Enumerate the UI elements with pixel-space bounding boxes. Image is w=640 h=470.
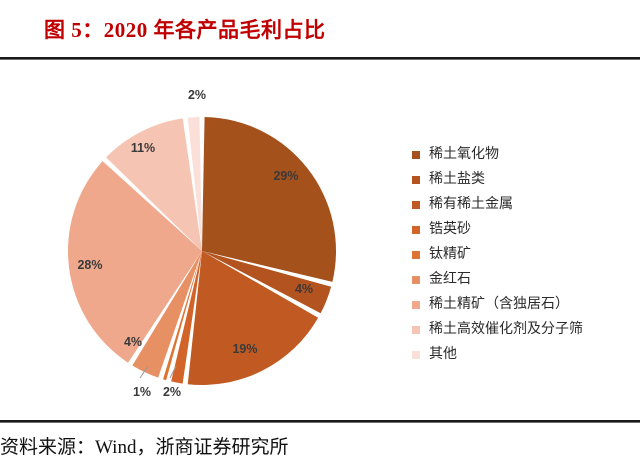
pie-slice[interactable] [68, 161, 202, 363]
pie-slice-label: 11% [131, 141, 155, 155]
pie-slice-label: 4% [124, 335, 142, 349]
legend-item[interactable]: 稀土氧化物 [412, 142, 636, 167]
legend-item-label: 钛精矿 [429, 246, 471, 262]
chart-plot-area: 29% 4% 19% 2% 1% 4% 28% 11% 2% [0, 62, 640, 418]
pie-slice[interactable] [106, 118, 202, 252]
pie-slice-label: 1% [133, 385, 151, 399]
legend-item-label: 金红石 [429, 271, 471, 287]
pie-slice-label: 28% [77, 258, 102, 272]
legend-swatch-icon [412, 225, 420, 234]
divider-top [0, 57, 640, 60]
leader-line-group [139, 365, 177, 379]
pie-label-group: 29% 4% 19% 2% 1% 4% 28% 11% 2% [77, 88, 313, 399]
legend-swatch-icon [412, 300, 420, 309]
legend-item[interactable]: 稀有稀土金属 [412, 192, 636, 217]
pie-slice[interactable] [171, 251, 202, 384]
legend-swatch-icon [412, 250, 420, 259]
legend-item-label: 其他 [429, 346, 457, 362]
legend-swatch-icon [412, 350, 420, 359]
page-title: 图 5：2020 年各产品毛利占比 [44, 18, 326, 42]
legend-swatch-icon [412, 325, 420, 334]
pie-slice[interactable] [163, 251, 202, 381]
legend-swatch-icon [412, 275, 420, 284]
pie-slice-label: 2% [163, 385, 181, 399]
legend-swatch-icon [412, 150, 420, 159]
pie-slice[interactable] [187, 117, 202, 251]
legend-item[interactable]: 其他 [412, 342, 636, 367]
pie-slice[interactable] [202, 251, 332, 314]
legend-item[interactable]: 钛精矿 [412, 242, 636, 267]
legend-item[interactable]: 锆英砂 [412, 217, 636, 242]
pie-slice[interactable] [202, 117, 337, 282]
legend-swatch-icon [412, 200, 420, 209]
chart-legend: 稀土氧化物稀土盐类稀有稀土金属 锆英砂钛精矿金红石稀土精矿（含独居石） 稀土高效催化… [412, 142, 636, 367]
pie-slice[interactable] [132, 251, 202, 378]
legend-item-label: 锆英砂 [429, 221, 471, 237]
legend-item-label: 稀土高效催化剂及分子筛 [429, 321, 583, 337]
pie-slice-group [68, 117, 337, 385]
legend-swatch-icon [412, 175, 420, 184]
leader-line [169, 365, 177, 379]
legend-item[interactable]: 稀土高效催化剂及分子筛 [412, 317, 636, 342]
legend-item[interactable]: 稀土盐类 [412, 167, 636, 192]
pie-slice-label: 2% [188, 88, 206, 102]
legend-item-label: 稀土盐类 [429, 171, 485, 187]
divider-bottom [0, 420, 640, 423]
legend-item-label: 稀有稀土金属 [429, 196, 513, 212]
pie-slice-label: 19% [232, 342, 257, 356]
leader-line [139, 365, 149, 379]
source-note: 资料来源：Wind，浙商证券研究所 [0, 437, 289, 458]
pie-chart: 29% 4% 19% 2% 1% 4% 28% 11% 2% [68, 88, 337, 399]
legend-item[interactable]: 稀土精矿（含独居石） [412, 292, 636, 317]
pie-slice-label: 4% [295, 282, 313, 296]
pie-slice-label: 29% [273, 169, 298, 183]
legend-item[interactable]: 金红石 [412, 267, 636, 292]
legend-item-label: 稀土氧化物 [429, 146, 499, 162]
pie-slice[interactable] [187, 251, 319, 385]
legend-item-label: 稀土精矿（含独居石） [429, 296, 569, 312]
